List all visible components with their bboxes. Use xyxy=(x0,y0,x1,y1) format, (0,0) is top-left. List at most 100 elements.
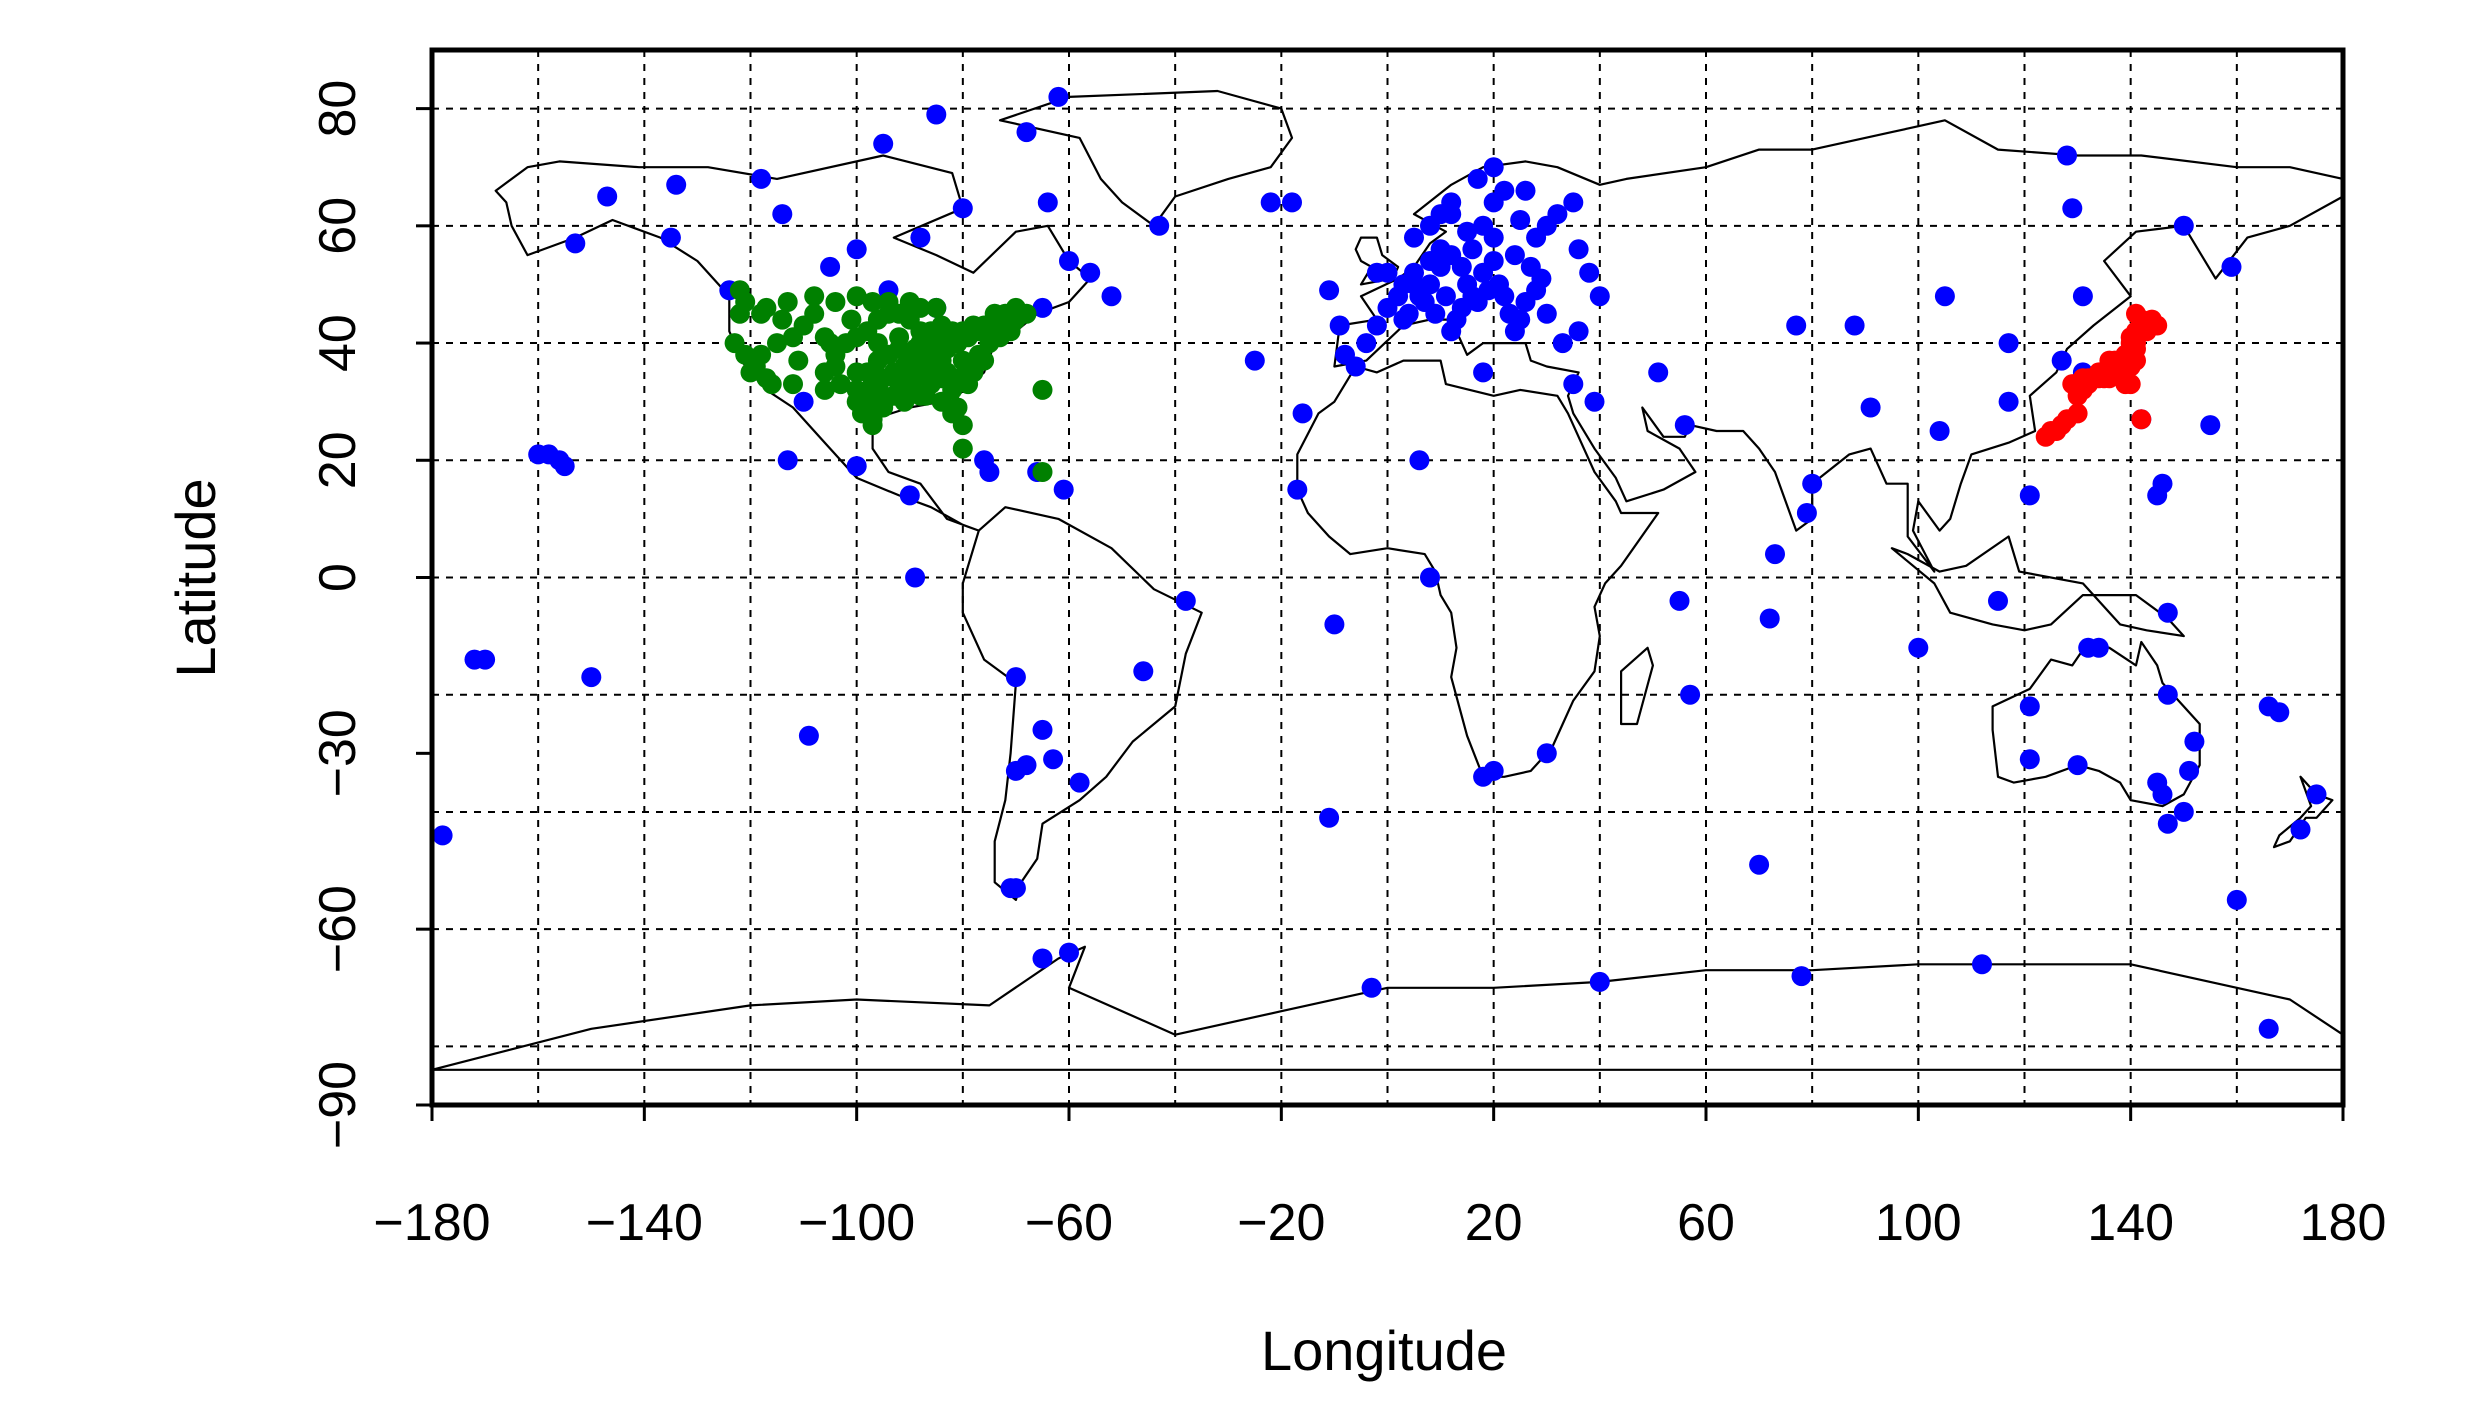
data-point xyxy=(1032,948,1053,969)
data-point xyxy=(1473,766,1494,787)
data-point xyxy=(597,186,618,207)
data-point xyxy=(2269,702,2290,723)
data-point xyxy=(1796,503,1817,523)
data-point xyxy=(788,350,809,371)
data-point xyxy=(1786,315,1807,336)
data-point xyxy=(1324,614,1345,635)
data-point xyxy=(846,456,867,477)
data-point xyxy=(2141,315,2162,336)
data-point xyxy=(1510,309,1531,330)
landmass-eurasia xyxy=(1333,119,2345,573)
data-point xyxy=(2041,421,2061,441)
data-point xyxy=(1451,256,1472,277)
y-tick-label: −60 xyxy=(309,885,367,973)
data-point xyxy=(1494,180,1515,201)
data-point xyxy=(1377,262,1398,283)
data-point xyxy=(1483,251,1504,271)
data-point xyxy=(947,368,968,389)
data-point xyxy=(830,374,851,395)
y-tick-label: 40 xyxy=(309,314,367,372)
landmass-madagascar xyxy=(1620,646,1654,726)
data-point xyxy=(974,450,995,471)
data-point xyxy=(2120,374,2141,395)
data-point xyxy=(1069,772,1090,793)
x-axis-label: Longitude xyxy=(1261,1319,1507,1382)
data-point xyxy=(1393,309,1414,330)
data-point xyxy=(1409,450,1430,471)
data-point xyxy=(899,485,920,506)
data-point xyxy=(1563,192,1584,213)
data-point xyxy=(1584,391,1605,412)
data-point xyxy=(1287,479,1308,500)
data-point xyxy=(825,292,846,312)
data-point xyxy=(952,438,973,459)
data-point xyxy=(2019,485,2040,506)
data-point xyxy=(820,256,841,277)
data-point xyxy=(1972,954,1992,975)
data-point xyxy=(878,292,899,312)
data-point xyxy=(1366,315,1387,336)
data-point xyxy=(2258,1018,2279,1039)
data-point xyxy=(931,391,952,412)
data-point xyxy=(1483,227,1504,248)
data-point xyxy=(740,362,761,383)
data-point xyxy=(1844,315,1865,336)
y-tick-label: −90 xyxy=(309,1061,367,1149)
data-point xyxy=(1080,262,1101,283)
data-point xyxy=(793,391,814,412)
data-point xyxy=(1032,379,1053,400)
data-point xyxy=(910,297,931,318)
data-point xyxy=(1059,942,1079,963)
data-point xyxy=(1515,180,1536,201)
x-tick-label: 140 xyxy=(2087,1194,2174,1252)
data-point xyxy=(1860,397,1881,418)
data-point xyxy=(1791,966,1812,987)
data-point xyxy=(1032,297,1053,318)
y-tick-label: −30 xyxy=(309,709,367,797)
data-point xyxy=(2057,145,2077,166)
y-tick-label: 80 xyxy=(309,80,367,138)
data-point xyxy=(1589,286,1610,307)
data-point xyxy=(1435,286,1456,307)
data-point xyxy=(814,379,835,400)
data-point xyxy=(2226,889,2247,910)
data-point xyxy=(889,374,910,395)
x-tick-label: −100 xyxy=(798,1194,915,1252)
data-point xyxy=(2131,409,2152,430)
data-point xyxy=(2157,602,2178,623)
data-point xyxy=(846,362,867,383)
data-point xyxy=(554,456,575,477)
data-point xyxy=(2173,801,2194,822)
y-tick-label: 20 xyxy=(309,431,367,489)
data-point xyxy=(1043,749,1064,770)
data-point xyxy=(660,227,681,248)
data-point xyxy=(1005,667,1026,688)
data-point xyxy=(1674,415,1695,436)
data-point xyxy=(793,315,814,336)
data-point xyxy=(581,667,602,688)
data-point xyxy=(777,450,798,471)
data-point xyxy=(1568,321,1589,342)
data-point xyxy=(915,338,936,359)
data-point xyxy=(2152,473,2173,494)
data-point xyxy=(1536,743,1557,764)
data-point xyxy=(772,204,793,225)
data-point xyxy=(905,567,926,588)
data-point xyxy=(2157,813,2178,834)
data-point xyxy=(867,391,888,412)
data-point xyxy=(1420,274,1440,295)
data-point xyxy=(783,374,803,395)
data-point xyxy=(936,327,957,348)
data-point xyxy=(1998,391,2019,412)
data-point xyxy=(2290,819,2311,840)
data-point xyxy=(798,725,819,746)
series-2 xyxy=(2035,303,2168,447)
data-point xyxy=(1404,274,1424,295)
data-point xyxy=(1934,286,1955,307)
data-point xyxy=(974,350,995,371)
data-point xyxy=(1404,227,1424,248)
data-point xyxy=(1473,362,1494,383)
data-point xyxy=(1467,168,1488,189)
data-point xyxy=(1765,544,1785,565)
data-point xyxy=(836,333,856,354)
